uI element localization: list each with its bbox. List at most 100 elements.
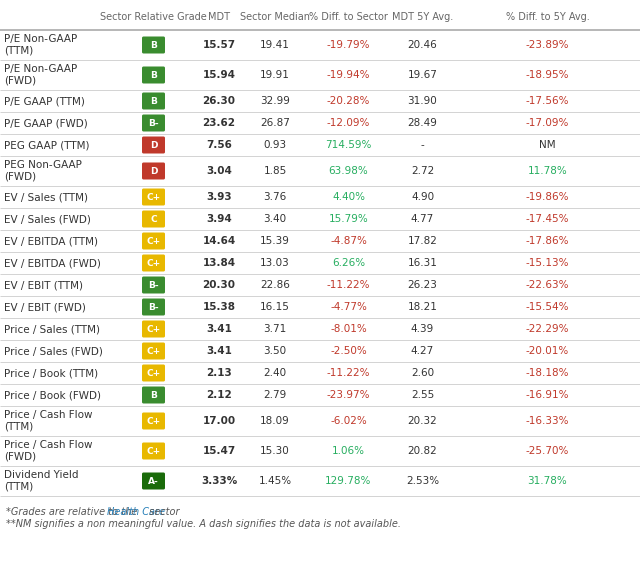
Text: 15.94: 15.94	[202, 70, 236, 80]
Text: 32.99: 32.99	[260, 96, 290, 106]
Text: 15.38: 15.38	[202, 302, 236, 312]
Text: PEG GAAP (TTM): PEG GAAP (TTM)	[4, 140, 90, 150]
Text: -17.45%: -17.45%	[525, 214, 569, 224]
Text: Sector Median: Sector Median	[240, 12, 310, 22]
FancyBboxPatch shape	[142, 298, 165, 315]
Text: -23.97%: -23.97%	[327, 390, 371, 400]
Text: 1.06%: 1.06%	[332, 446, 365, 456]
Text: 3.41: 3.41	[206, 346, 232, 356]
Text: 2.55: 2.55	[411, 390, 434, 400]
Text: NM: NM	[539, 140, 556, 150]
Text: 4.27: 4.27	[411, 346, 434, 356]
FancyBboxPatch shape	[142, 364, 165, 381]
Text: 4.77: 4.77	[411, 214, 434, 224]
Text: -18.18%: -18.18%	[525, 368, 569, 378]
Text: -19.86%: -19.86%	[525, 192, 569, 202]
Text: 26.87: 26.87	[260, 118, 290, 128]
FancyBboxPatch shape	[142, 442, 165, 459]
Text: EV / EBITDA (TTM): EV / EBITDA (TTM)	[4, 236, 98, 246]
Text: 13.03: 13.03	[260, 258, 290, 268]
Text: P/E GAAP (TTM): P/E GAAP (TTM)	[4, 96, 85, 106]
Text: C+: C+	[147, 369, 161, 377]
Text: 714.59%: 714.59%	[325, 140, 372, 150]
Text: 31.90: 31.90	[408, 96, 437, 106]
Text: B-: B-	[148, 302, 159, 312]
Text: -: -	[420, 140, 424, 150]
Text: B: B	[150, 40, 157, 49]
Text: 26.23: 26.23	[408, 280, 437, 290]
Text: 3.04: 3.04	[206, 166, 232, 176]
Text: -17.09%: -17.09%	[526, 118, 569, 128]
Text: 2.13: 2.13	[206, 368, 232, 378]
Text: 1.45%: 1.45%	[259, 476, 292, 486]
Text: A-: A-	[148, 476, 159, 485]
Text: 129.78%: 129.78%	[325, 476, 372, 486]
Text: 23.62: 23.62	[202, 118, 236, 128]
FancyBboxPatch shape	[142, 162, 165, 179]
Text: 17.82: 17.82	[408, 236, 437, 246]
FancyBboxPatch shape	[142, 93, 165, 110]
Text: MDT: MDT	[208, 12, 230, 22]
Text: D: D	[150, 141, 157, 149]
Text: 3.41: 3.41	[206, 324, 232, 334]
Text: -17.56%: -17.56%	[525, 96, 569, 106]
Text: Health Care: Health Care	[107, 507, 165, 517]
Text: Price / Book (FWD): Price / Book (FWD)	[4, 390, 101, 400]
Text: EV / Sales (FWD): EV / Sales (FWD)	[4, 214, 91, 224]
Text: 15.57: 15.57	[202, 40, 236, 50]
Text: 3.93: 3.93	[206, 192, 232, 202]
Text: 15.39: 15.39	[260, 236, 290, 246]
Text: -11.22%: -11.22%	[327, 368, 371, 378]
Text: 63.98%: 63.98%	[328, 166, 369, 176]
FancyBboxPatch shape	[142, 36, 165, 53]
Text: 15.79%: 15.79%	[328, 214, 369, 224]
Text: B-: B-	[148, 118, 159, 128]
Text: *Grades are relative to the: *Grades are relative to the	[6, 507, 140, 517]
Text: 13.84: 13.84	[202, 258, 236, 268]
Text: C+: C+	[147, 258, 161, 267]
Text: 19.67: 19.67	[408, 70, 437, 80]
Text: B-: B-	[148, 281, 159, 289]
Text: P/E GAAP (FWD): P/E GAAP (FWD)	[4, 118, 88, 128]
Text: 1.85: 1.85	[264, 166, 287, 176]
Text: % Diff. to 5Y Avg.: % Diff. to 5Y Avg.	[506, 12, 589, 22]
Text: C+: C+	[147, 325, 161, 333]
FancyBboxPatch shape	[142, 66, 165, 83]
Text: 7.56: 7.56	[206, 140, 232, 150]
Text: sector: sector	[147, 507, 180, 517]
Text: 22.86: 22.86	[260, 280, 290, 290]
Text: -20.01%: -20.01%	[526, 346, 569, 356]
FancyBboxPatch shape	[142, 254, 165, 271]
Text: -16.91%: -16.91%	[525, 390, 569, 400]
Text: 16.15: 16.15	[260, 302, 290, 312]
Text: -22.63%: -22.63%	[525, 280, 569, 290]
FancyBboxPatch shape	[142, 210, 165, 227]
Text: -12.09%: -12.09%	[327, 118, 370, 128]
Text: 2.79: 2.79	[264, 390, 287, 400]
Text: 18.09: 18.09	[260, 416, 290, 426]
Text: C: C	[150, 214, 157, 223]
Text: 2.53%: 2.53%	[406, 476, 439, 486]
Text: 3.50: 3.50	[264, 346, 287, 356]
Text: -6.02%: -6.02%	[330, 416, 367, 426]
Text: 3.76: 3.76	[264, 192, 287, 202]
Text: C+: C+	[147, 192, 161, 202]
Text: 2.12: 2.12	[206, 390, 232, 400]
Text: 18.21: 18.21	[408, 302, 437, 312]
Text: C+: C+	[147, 237, 161, 246]
Text: **NM signifies a non meaningful value. A dash signifies the data is not availabl: **NM signifies a non meaningful value. A…	[6, 519, 401, 529]
Text: B: B	[150, 70, 157, 80]
FancyBboxPatch shape	[142, 387, 165, 404]
Text: Price / Sales (TTM): Price / Sales (TTM)	[4, 324, 100, 334]
Text: 19.91: 19.91	[260, 70, 290, 80]
Text: -15.13%: -15.13%	[525, 258, 569, 268]
Text: 3.40: 3.40	[264, 214, 287, 224]
Text: -17.86%: -17.86%	[525, 236, 569, 246]
Text: -18.95%: -18.95%	[525, 70, 569, 80]
FancyBboxPatch shape	[142, 189, 165, 206]
FancyBboxPatch shape	[142, 114, 165, 131]
Text: Price / Sales (FWD): Price / Sales (FWD)	[4, 346, 103, 356]
Text: -19.79%: -19.79%	[327, 40, 371, 50]
Text: Price / Cash Flow
(FWD): Price / Cash Flow (FWD)	[4, 440, 93, 462]
Text: 6.26%: 6.26%	[332, 258, 365, 268]
